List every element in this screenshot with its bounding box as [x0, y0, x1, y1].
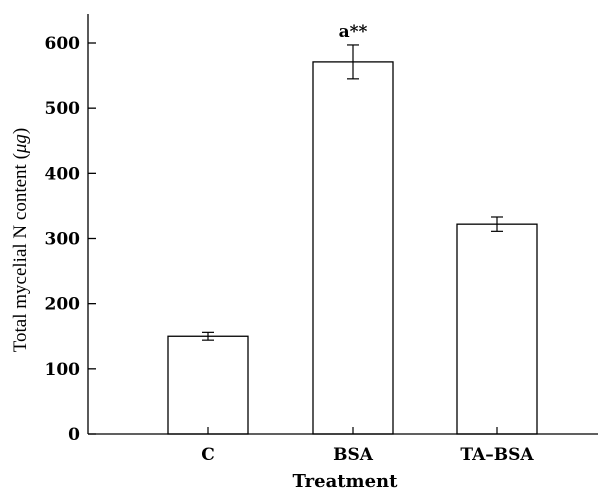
y-tick-label: 300: [45, 230, 81, 250]
x-tick-label: TA–BSA: [460, 445, 534, 465]
bar: [456, 223, 538, 435]
x-axis-title: Treatment: [293, 471, 399, 492]
y-tick-label: 500: [45, 99, 81, 119]
y-tick-label: 400: [45, 164, 81, 184]
bars-layer: a**: [167, 22, 538, 435]
y-axis-title-prefix: Total mycelial N content (: [10, 153, 31, 352]
significance-label: a**: [339, 22, 368, 42]
y-tick-label: 600: [45, 34, 81, 54]
bar: [312, 61, 394, 435]
y-axis-title-suffix: ): [10, 128, 31, 134]
axes-layer: 0 100 200 300 400 500 600 C BSA TA–BSA: [45, 14, 598, 465]
y-axis-title: Total mycelial N content (μg): [10, 128, 31, 353]
x-tick-label: BSA: [333, 445, 374, 465]
y-tick-label: 100: [45, 360, 81, 380]
bar: [167, 335, 249, 435]
x-tick-label: C: [201, 445, 215, 465]
y-tick-label: 200: [45, 295, 81, 315]
y-axis-title-unit: μg: [10, 134, 31, 154]
y-tick-label: 0: [68, 425, 80, 445]
